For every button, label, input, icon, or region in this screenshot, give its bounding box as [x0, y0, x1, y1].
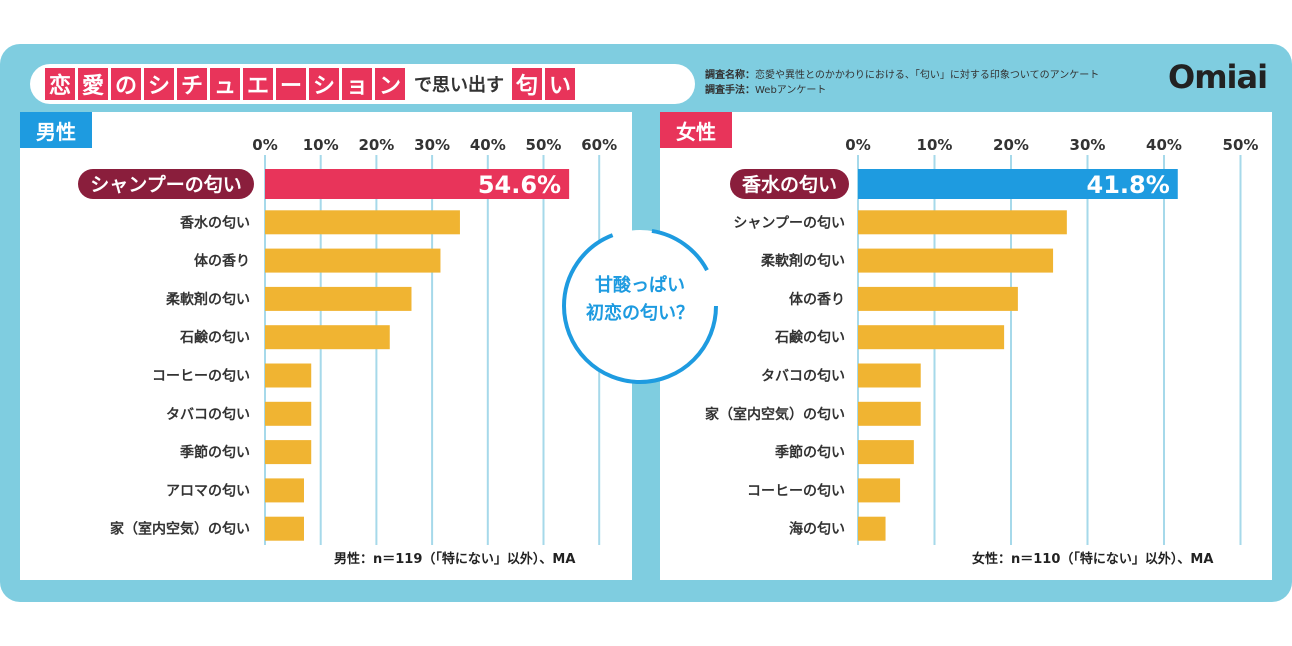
category-label: シャンプーの匂い [733, 214, 845, 231]
survey-name-label: 調査名称： [705, 70, 755, 81]
x-tick-label: 10% [917, 136, 953, 154]
category-label: 体の香り [789, 291, 845, 308]
category-label: 石鹸の匂い [179, 329, 250, 346]
title-char: ョ [342, 68, 372, 100]
survey-method: Webアンケート [755, 85, 827, 96]
bar [858, 210, 1067, 235]
x-tick-label: 50% [526, 136, 562, 154]
x-tick-label: 0% [845, 136, 870, 154]
title-char: シ [144, 68, 174, 100]
center-circle [562, 228, 718, 384]
category-label: 香水の匂い [741, 173, 837, 196]
title-char: 匂 [512, 68, 542, 100]
female-label: 女性 [660, 112, 732, 148]
category-label: タバコの匂い [166, 406, 250, 423]
category-label: タバコの匂い [761, 368, 845, 385]
title-char: ュ [210, 68, 240, 100]
bar [265, 210, 460, 235]
bar [858, 440, 914, 465]
data-label: 54.6% [478, 171, 561, 199]
category-label: 柔軟剤の匂い [760, 253, 845, 270]
x-tick-label: 10% [303, 136, 339, 154]
category-label: 柔軟剤の匂い [165, 291, 250, 308]
page-title: 恋愛のシチュエーションで思い出す匂い [45, 68, 578, 100]
bar [265, 363, 312, 388]
top-label-pill [730, 169, 849, 199]
bar [858, 401, 921, 426]
bar [265, 401, 312, 426]
survey-method-label: 調査手法： [705, 85, 755, 96]
survey-info: 調査名称：恋愛や異性とのかかわりにおける、「匂い」に対する印象ついてのアンケート… [705, 68, 1099, 98]
x-tick-label: 20% [993, 136, 1029, 154]
x-tick-label: 0% [252, 136, 277, 154]
bar [858, 363, 921, 388]
survey-name: 恋愛や異性とのかかわりにおける、「匂い」に対する印象ついてのアンケート [755, 70, 1100, 81]
x-tick-label: 50% [1223, 136, 1259, 154]
x-tick-label: 20% [358, 136, 394, 154]
category-label: 季節の匂い [179, 444, 250, 461]
category-label: 季節の匂い [774, 444, 845, 461]
bar [858, 325, 1005, 350]
bar [858, 286, 1018, 311]
title-char: 恋 [45, 68, 75, 100]
title-char: い [545, 68, 575, 100]
category-label: 石鹸の匂い [774, 329, 845, 346]
category-label: 香水の匂い [179, 214, 250, 231]
category-label: 海の匂い [789, 521, 845, 538]
x-tick-label: 30% [414, 136, 450, 154]
data-label: 41.8% [1087, 171, 1170, 199]
x-tick-label: 40% [1146, 136, 1182, 154]
center-note: 甘酸っぱい 初恋の匂い？ [560, 272, 720, 328]
bar [265, 516, 304, 541]
bar [265, 248, 441, 273]
bar [265, 286, 412, 311]
category-label: シャンプーの匂い [90, 173, 241, 196]
top-label-pill [78, 169, 254, 199]
title-char: シ [309, 68, 339, 100]
center-note-line-2: 初恋の匂い？ [586, 303, 694, 324]
category-label: 体の香り [194, 253, 250, 270]
x-tick-label: 60% [581, 136, 617, 154]
title-char: ン [375, 68, 405, 100]
omiai-logo: Omiai [1168, 58, 1268, 96]
center-note-line-1: 甘酸っぱい [595, 275, 685, 296]
bar [265, 440, 312, 465]
bar [858, 478, 901, 503]
category-label: 家（室内空気）の匂い [110, 521, 250, 538]
x-tick-label: 30% [1070, 136, 1106, 154]
title-char: チ [177, 68, 207, 100]
male-note: 男性：n＝119（「特にない」以外）、MA [334, 552, 576, 567]
category-label: コーヒーの匂い [747, 482, 845, 499]
title-char: エ [243, 68, 273, 100]
female-note: 女性：n＝110（「特にない」以外）、MA [972, 552, 1214, 567]
bar [265, 325, 390, 350]
title-char: ー [276, 68, 306, 100]
title-char: 愛 [78, 68, 108, 100]
bar [265, 169, 570, 199]
category-label: 家（室内空気）の匂い [705, 406, 845, 423]
male-label: 男性 [20, 112, 92, 148]
category-label: アロマの匂い [166, 482, 250, 499]
bar [858, 169, 1178, 199]
title-mid: で思い出す [414, 75, 504, 96]
title-char: の [111, 68, 141, 100]
bar [858, 516, 886, 541]
x-tick-label: 40% [470, 136, 506, 154]
bar [858, 248, 1054, 273]
category-label: コーヒーの匂い [152, 368, 250, 385]
bar [265, 478, 304, 503]
